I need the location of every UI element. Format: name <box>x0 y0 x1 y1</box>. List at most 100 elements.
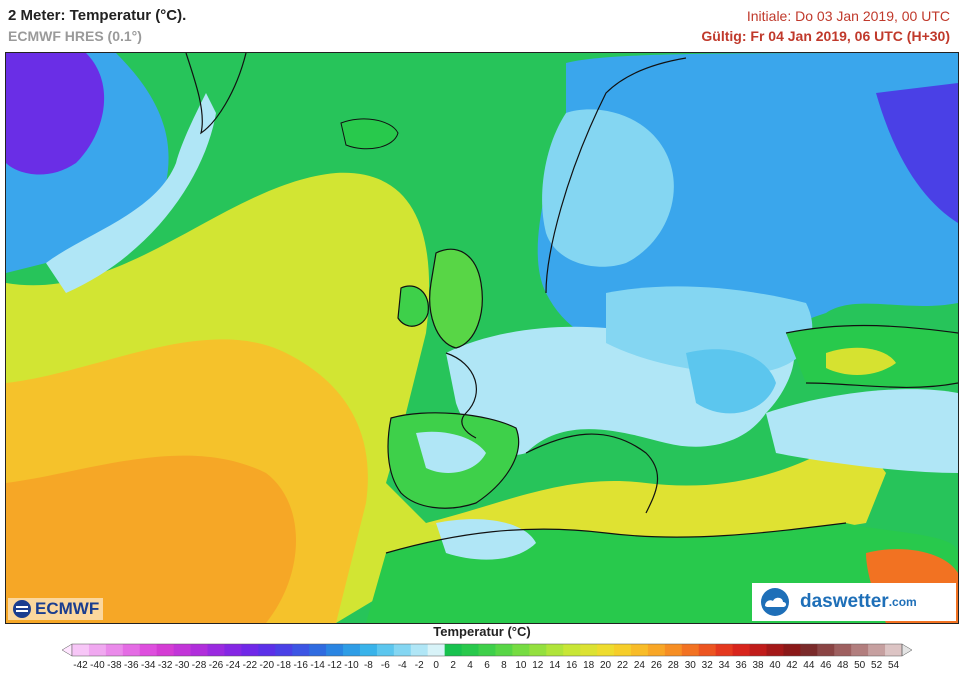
legend-tick-label: -28 <box>191 660 207 671</box>
ecmwf-logo: ECMWF <box>8 598 104 620</box>
scale-swatch <box>461 644 479 656</box>
scale-swatch <box>664 644 683 656</box>
legend-tick-label: 42 <box>786 660 798 671</box>
scale-swatch <box>647 644 666 656</box>
legend-tick-label: 50 <box>854 660 866 671</box>
legend-tick-label: -30 <box>174 660 190 671</box>
scale-swatch <box>614 644 632 656</box>
legend-tick-label: 52 <box>871 660 883 671</box>
legend-tick-label: 46 <box>820 660 832 671</box>
scale-swatch <box>512 644 530 656</box>
legend-tick-label: -16 <box>293 660 308 671</box>
iberia-cold-plateau <box>416 431 486 473</box>
legend-tick-label: -20 <box>259 660 275 671</box>
legend-tick-label: -6 <box>380 660 390 671</box>
scale-swatch <box>817 644 835 656</box>
scale-swatch <box>444 644 462 656</box>
iceland <box>340 118 399 150</box>
legend-tick-label: -32 <box>157 660 173 671</box>
scale-swatch <box>546 644 564 656</box>
map-canvas <box>6 53 958 623</box>
scale-swatch <box>359 644 378 656</box>
british-isles <box>429 249 483 348</box>
legend-tick-label: 40 <box>769 660 781 671</box>
scale-swatch <box>258 644 276 656</box>
scale-over-arrow <box>901 643 912 657</box>
scale-swatch <box>495 644 513 656</box>
legend-tick-label: -22 <box>242 660 258 671</box>
black-sea-warm <box>826 347 896 375</box>
ireland <box>398 285 429 327</box>
scale-swatch <box>156 644 175 656</box>
legend-tick-label: 22 <box>616 660 629 671</box>
scale-swatch <box>563 644 581 656</box>
legend-tick-label: 36 <box>735 660 747 671</box>
legend-tick-label: 12 <box>532 660 544 671</box>
legend-tick-label: 32 <box>701 660 713 671</box>
scale-swatch <box>597 644 615 656</box>
scale-swatch <box>139 644 158 656</box>
scale-swatch <box>478 644 496 656</box>
map-title: 2 Meter: Temperatur (°C). <box>8 7 187 24</box>
scale-swatch <box>766 644 784 656</box>
scale-swatch <box>190 644 208 656</box>
init-time: Initiale: Do 03 Jan 2019, 00 UTC <box>746 8 950 24</box>
color-scale-bar <box>62 643 912 657</box>
legend-tick-label: -26 <box>208 660 224 671</box>
legend-tick-label: 2 <box>450 660 456 671</box>
atlas-cold <box>436 519 536 560</box>
legend-tick-label: 10 <box>515 660 527 671</box>
header-right: Initiale: Do 03 Jan 2019, 00 UTC Gültig:… <box>701 6 950 46</box>
legend-tick-label: -42 <box>73 660 88 671</box>
scale-swatch <box>427 644 446 656</box>
coastlines <box>185 53 958 554</box>
scale-swatch <box>715 644 734 656</box>
legend-tick-label: -36 <box>124 660 139 671</box>
legend-tick-label: 48 <box>837 660 849 671</box>
scale-swatch <box>630 644 649 656</box>
scale-swatch <box>800 644 818 656</box>
scale-swatch <box>410 644 429 656</box>
legend-tick-label: -10 <box>344 660 359 671</box>
scale-under-arrow <box>62 643 73 657</box>
scale-swatch <box>88 644 107 656</box>
scale-swatch <box>292 644 310 656</box>
scale-swatch <box>72 644 90 656</box>
legend-tick-label: -38 <box>107 660 122 671</box>
legend-tick-label: 44 <box>803 660 815 671</box>
valid-time: Gültig: Fr 04 Jan 2019, 06 UTC (H+30) <box>701 28 950 44</box>
legend-tick-label: 6 <box>484 660 490 671</box>
eastern-europe-cold <box>606 286 813 373</box>
scale-swatch <box>698 644 717 656</box>
scale-swatch <box>173 644 191 656</box>
scale-swatch <box>834 644 852 656</box>
greenland-very-cold <box>6 53 105 175</box>
legend-ticks: -42 -40 -38 -36 -34 -32 -30 -28 -26 -24 -22 -20 -18-… <box>0 660 964 674</box>
cloud-icon <box>761 588 789 616</box>
scale-swatch <box>275 644 293 656</box>
legend-tick-label: 14 <box>549 660 561 671</box>
legend-tick-label: 8 <box>501 660 507 671</box>
scale-swatch <box>105 644 124 656</box>
scale-swatch <box>326 644 344 656</box>
scale-swatch <box>309 644 327 656</box>
daswetter-logo: daswetter .com <box>752 583 956 621</box>
legend-tick-label: 18 <box>583 660 595 671</box>
arctic-cold-band <box>46 93 216 293</box>
legend-title: Temperatur (°C) <box>433 624 531 639</box>
scale-swatch <box>732 644 750 656</box>
scale-swatch <box>681 644 700 656</box>
daswetter-logo-text: daswetter <box>800 591 889 612</box>
scale-swatch <box>343 644 361 656</box>
ecmwf-logo-text: ECMWF <box>35 599 100 618</box>
anatolia-cold <box>766 389 958 473</box>
legend-tick-label: -4 <box>397 660 407 671</box>
legend-tick-label: 30 <box>684 660 696 671</box>
scale-swatch <box>868 644 886 656</box>
scale-swatch <box>224 644 242 656</box>
ecmwf-icon <box>13 600 31 618</box>
legend-tick-label: 28 <box>667 660 679 671</box>
legend-tick-label: 16 <box>566 660 578 671</box>
legend-tick-label: 54 <box>887 660 900 671</box>
legend-tick-label: -34 <box>140 660 156 671</box>
